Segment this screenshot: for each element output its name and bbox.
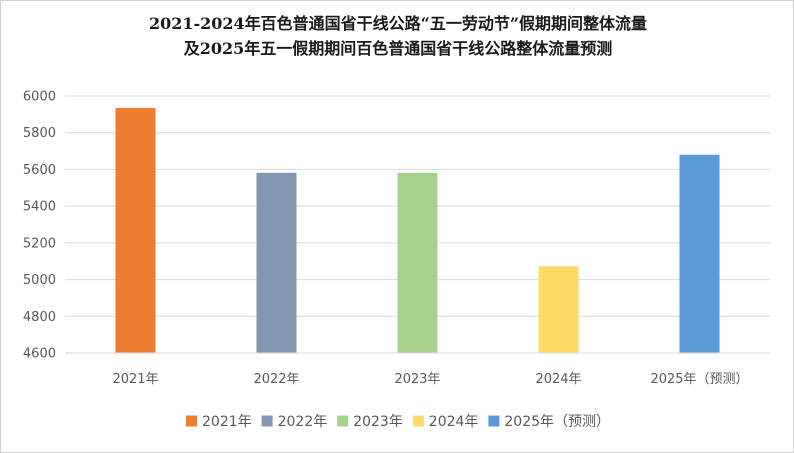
legend-swatch-4 [412,415,424,427]
chart-title: 2021-2024年百色普通国省干线公路“五一劳动节”假期期间整体流量 及202… [1,11,794,61]
legend-label-3: 2023年 [353,414,403,430]
legend-swatch-3 [337,415,349,427]
legend-swatch-2 [261,415,273,427]
bar-5 [679,154,720,353]
x-tick-label-3: 2023年 [394,372,440,387]
y-tick-label-4600: 4600 [23,347,56,362]
x-tick-label-1: 2021年 [112,372,158,387]
x-tick-label-5: 2025年（预测） [650,372,748,387]
bar-1 [115,107,156,353]
x-tick-label-4: 2024年 [535,372,581,387]
y-tick-label-5800: 5800 [23,126,56,141]
y-tick-label-5000: 5000 [23,273,56,288]
bar-4 [538,266,579,353]
y-tick-label-5600: 5600 [23,163,56,178]
legend-label-2: 2022年 [278,414,328,430]
chart-title-line-2: 及2025年五一假期期间百色普通国省干线公路整体流量预测 [183,39,613,58]
x-tick-label-2: 2022年 [253,372,299,387]
y-tick-label-5200: 5200 [23,236,56,251]
legend-label-1: 2021年 [202,414,252,430]
legend-label-5: 2025年（预测） [504,414,610,430]
bar-2 [256,172,297,353]
legend-swatch-1 [186,415,197,427]
y-tick-label-4800: 4800 [23,310,56,325]
legend-label-4: 2024年 [429,414,479,430]
bar-3 [397,172,438,353]
y-tick-label-5400: 5400 [23,200,56,215]
y-tick-label-6000: 6000 [23,90,56,105]
chart-title-line-1: 2021-2024年百色普通国省干线公路“五一劳动节”假期期间整体流量 [148,14,648,33]
legend-swatch-5 [488,415,500,427]
